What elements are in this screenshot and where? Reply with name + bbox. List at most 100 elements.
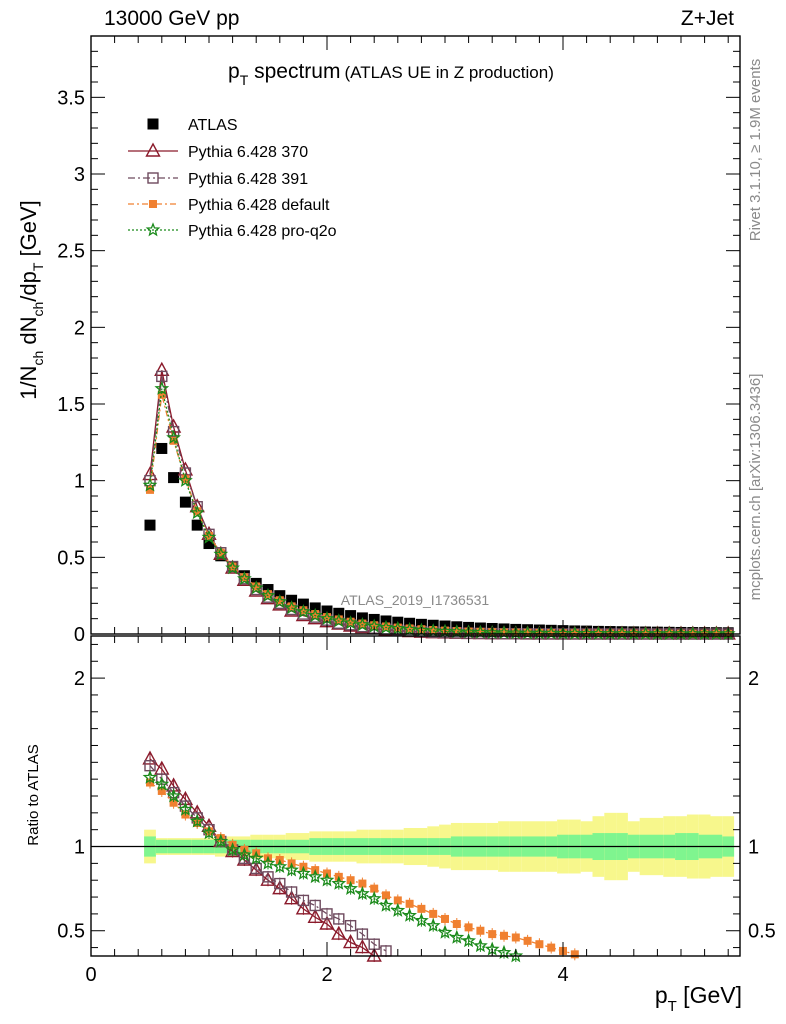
main-point-3-10-shape — [264, 590, 272, 599]
main-point-4-9-shape — [248, 580, 264, 595]
ratio-point-0-19-shape — [366, 947, 382, 962]
mcplots-label: mcplots.cern.ch [arXiv:1306.3436] — [747, 374, 764, 601]
main-point-3-24 — [429, 626, 438, 635]
y-axis-label-part: ch — [30, 351, 46, 366]
ratio-point-0-13-shape — [295, 900, 312, 915]
main-point-3-34-shape — [547, 629, 556, 638]
ratio-point-3-18-shape — [355, 885, 370, 900]
ratio-point-2-23-shape — [417, 904, 426, 913]
ratio-point-1-14-shape — [309, 899, 321, 912]
y-axis-label-part: 1/N — [16, 366, 41, 400]
x-axis-label-sub: T — [668, 998, 677, 1015]
ratio-point-3-11-shape — [272, 858, 288, 874]
main-point-3-20 — [382, 622, 390, 631]
ratio-point-0-16 — [331, 925, 347, 940]
main-point-3-30 — [500, 628, 508, 637]
main-point-4-1-shape — [154, 380, 170, 395]
y-axis-label: 1/Nch dNch/dpT [GeV] — [16, 200, 46, 400]
ratio-point-1-18-shape — [356, 928, 369, 940]
main-point-4-8 — [237, 570, 252, 586]
main-y-tick-label: 0 — [74, 624, 85, 646]
ratio-point-3-16-shape — [331, 875, 347, 890]
legend-marker-0 — [147, 118, 159, 130]
ratio-point-3-14-shape — [307, 868, 323, 884]
main-point-3-17 — [346, 617, 355, 626]
x-axis-label: pT [GeV] — [655, 982, 742, 1015]
ratio-point-3-8-shape — [237, 847, 252, 862]
main-point-4-22 — [402, 621, 417, 636]
ratio-point-3-6 — [213, 833, 229, 848]
ratio-point-3-20-shape — [378, 897, 394, 912]
main-point-3-3 — [181, 475, 190, 484]
ratio-point-0-14-shape — [307, 908, 323, 923]
ratio-point-2-22 — [405, 899, 414, 908]
ratio-point-3-24-shape — [425, 917, 441, 932]
main-point-4-6-shape — [213, 546, 229, 561]
ratio-point-0-11 — [272, 880, 288, 895]
ratio-point-3-22-shape — [402, 907, 417, 922]
ratio-point-1-14 — [309, 899, 321, 912]
ratio-point-2-24 — [429, 909, 438, 918]
main-point-3-1-shape — [157, 390, 166, 399]
ratio-point-2-28-shape — [476, 926, 485, 935]
main-point-3-9 — [252, 582, 261, 591]
ratio-point-2-34 — [547, 943, 556, 952]
main-y-tick-label: 2.5 — [57, 241, 85, 263]
main-point-4-0-shape — [142, 477, 158, 492]
x-axis-label-unit: [GeV] — [677, 982, 742, 1008]
ratio-point-2-23 — [417, 904, 426, 913]
main-point-4-5-shape — [201, 529, 217, 544]
main-point-4-4-shape — [189, 505, 205, 520]
ratio-point-0-15-shape — [319, 915, 335, 930]
ratio-point-0-19 — [366, 947, 382, 962]
x-tick-label: 0 — [85, 964, 96, 986]
ratio-point-2-21-shape — [393, 896, 402, 905]
x-tick-label: 4 — [557, 964, 568, 986]
ratio-point-0-14 — [307, 908, 323, 923]
main-point-3-6-shape — [216, 548, 225, 557]
main-point-4-2 — [166, 429, 181, 445]
ratio-point-1-16-shape — [333, 913, 345, 925]
main-point-4-18 — [355, 616, 370, 632]
ratio-point-3-2 — [166, 788, 181, 803]
main-point-3-7 — [228, 562, 237, 571]
ratio-point-3-28-shape — [473, 938, 488, 953]
legend-marker-4 — [145, 222, 161, 237]
main-point-3-16-shape — [334, 615, 343, 624]
main-point-4-5 — [201, 529, 217, 544]
ratio-point-2-17 — [346, 876, 355, 885]
ratio-point-3-18 — [355, 885, 370, 900]
ratio-y-axis-label: Ratio to ATLAS — [25, 744, 42, 845]
ratio-point-3-23-shape — [414, 912, 429, 927]
main-point-4-3 — [178, 472, 193, 487]
ratio-point-2-36 — [570, 950, 579, 959]
main-point-0-3 — [179, 496, 191, 508]
main-point-3-7-shape — [228, 562, 237, 571]
main-point-3-1 — [157, 390, 166, 399]
main-point-3-15 — [323, 613, 331, 622]
main-point-3-19-shape — [370, 621, 379, 630]
ratio-point-2-25 — [441, 914, 449, 923]
main-point-3-18 — [358, 619, 367, 628]
ratio-point-3-1 — [154, 776, 170, 791]
rivet-label: Rivet 3.1.10, ≥ 1.9M events — [747, 59, 764, 242]
main-point-4-0 — [142, 477, 158, 492]
main-point-3-19 — [370, 621, 379, 630]
ratio-point-2-34-shape — [547, 943, 556, 952]
ratio-point-2-27 — [464, 923, 473, 932]
main-point-0-5-shape — [203, 538, 215, 550]
ratio-point-0-18 — [354, 939, 371, 954]
main-point-3-14-shape — [311, 610, 320, 619]
ratio-point-2-32-shape — [523, 936, 532, 945]
ratio-point-2-33 — [535, 940, 544, 949]
ratio-point-3-0 — [142, 769, 158, 784]
main-point-3-32 — [523, 628, 532, 637]
ratio-point-2-21 — [393, 896, 402, 905]
ratio-point-2-29 — [488, 930, 497, 939]
main-y-tick-label: 3 — [74, 164, 85, 186]
chart-title: pT spectrum (ATLAS UE in Z production) — [228, 60, 554, 88]
ratio-point-3-23 — [414, 912, 429, 927]
main-point-4-10-shape — [260, 587, 276, 602]
ratio-point-3-5-shape — [201, 825, 217, 840]
ratio-point-1-17 — [344, 919, 357, 932]
